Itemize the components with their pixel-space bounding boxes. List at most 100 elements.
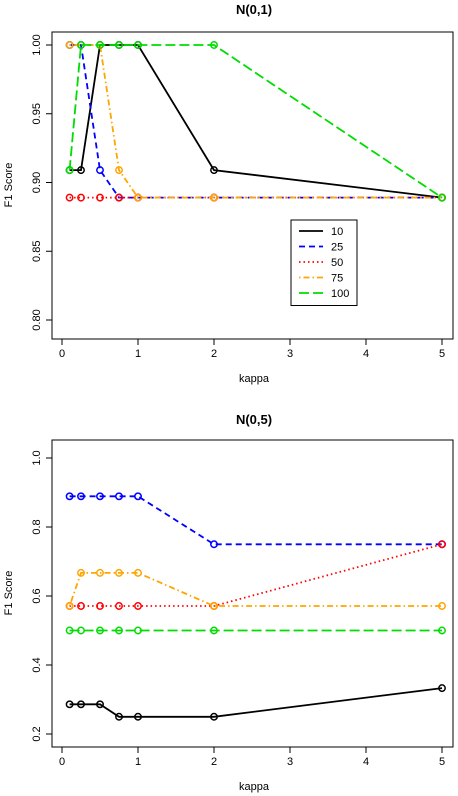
y-tick-label: 0.85	[31, 241, 43, 262]
data-point	[115, 41, 123, 49]
legend-label: 75	[331, 273, 343, 285]
data-point	[115, 602, 123, 610]
legend: 10 25 50 75 100	[290, 219, 358, 306]
series-line	[69, 44, 442, 199]
series-0	[65, 41, 446, 202]
data-point	[438, 602, 446, 610]
series-4	[65, 41, 446, 202]
data-point	[438, 626, 446, 635]
data-point	[210, 602, 218, 610]
data-point	[77, 626, 85, 635]
data-point	[96, 700, 104, 709]
data-point	[134, 193, 142, 202]
data-point	[77, 700, 85, 709]
legend-label: 10	[331, 226, 343, 238]
x-axis: 0 1 2 3 4 5	[59, 339, 445, 360]
data-point	[438, 193, 446, 202]
data-point	[77, 602, 85, 610]
data-point	[96, 41, 104, 49]
series-layer	[65, 492, 446, 721]
x-tick-label: 1	[135, 348, 141, 360]
data-point	[65, 492, 74, 501]
data-point	[210, 540, 218, 549]
x-tick-label: 0	[59, 348, 65, 360]
series-layer	[65, 41, 446, 202]
x-tick-label: 3	[287, 348, 293, 360]
y-tick-label: 0.90	[31, 172, 43, 193]
data-point	[65, 41, 74, 49]
data-point	[134, 626, 142, 635]
data-point	[96, 492, 104, 501]
data-point	[210, 712, 218, 721]
data-point	[134, 492, 142, 501]
data-point	[96, 193, 104, 202]
series-line	[69, 687, 443, 718]
y-tick-label: 0.2	[31, 726, 43, 741]
x-axis: 0 1 2 3 4 5	[59, 747, 445, 768]
data-point	[96, 626, 104, 635]
series-line	[68, 44, 443, 199]
data-point	[77, 166, 85, 175]
x-axis-label: kappa	[239, 781, 270, 793]
legend-label: 25	[331, 242, 343, 254]
x-tick-label: 4	[363, 348, 369, 360]
data-point	[115, 568, 123, 577]
data-point	[65, 166, 74, 175]
series-1	[65, 41, 446, 202]
data-point	[65, 193, 74, 202]
x-tick-label: 2	[211, 348, 217, 360]
series-3	[65, 568, 446, 610]
data-point	[77, 568, 85, 577]
data-point	[115, 166, 123, 175]
data-point	[65, 602, 74, 610]
data-point	[134, 568, 142, 577]
y-tick-label: 1.00	[31, 34, 43, 55]
chart-panel-n01: N(0,1) 0 1 2 3 4 5 0.80 0.85 0.90 0.95 1.00 kappa…	[3, 2, 454, 385]
series-line	[69, 543, 443, 607]
y-tick-label: 0.80	[31, 309, 43, 330]
chart-panel-n05: N(0,5) 0 1 2 3 4 5 0.2 0.4 0.6 0.8 1.0 kappa F1 S…	[3, 412, 454, 793]
data-point	[210, 41, 218, 49]
data-point	[77, 492, 85, 501]
y-tick-label: 0.95	[31, 103, 43, 124]
series-3	[65, 41, 446, 202]
x-tick-label: 5	[439, 348, 445, 360]
x-tick-label: 5	[439, 756, 445, 768]
y-tick-label: 1.0	[31, 450, 43, 465]
data-point	[65, 700, 74, 709]
data-point	[210, 626, 218, 635]
y-axis: 0.2 0.4 0.6 0.8 1.0	[31, 450, 52, 742]
x-tick-label: 3	[287, 756, 293, 768]
x-axis-label: kappa	[239, 373, 270, 385]
y-axis: 0.80 0.85 0.90 0.95 1.00	[31, 34, 52, 331]
series-0	[65, 684, 446, 721]
y-tick-label: 0.8	[31, 519, 43, 534]
y-axis-label: F1 Score	[3, 163, 15, 208]
series-line	[69, 44, 442, 199]
x-tick-label: 0	[59, 756, 65, 768]
legend-box	[290, 219, 358, 306]
y-tick-label: 0.4	[31, 657, 43, 672]
series-4	[65, 626, 446, 635]
series-1	[65, 492, 446, 549]
x-tick-label: 1	[135, 756, 141, 768]
data-point	[134, 41, 142, 49]
series-line	[69, 44, 443, 199]
chart-title: N(0,5)	[236, 412, 272, 427]
data-point	[210, 193, 218, 202]
series-line	[68, 572, 442, 607]
legend-label: 100	[331, 288, 349, 300]
data-point	[77, 41, 85, 49]
data-point	[134, 602, 142, 610]
x-tick-label: 4	[363, 756, 369, 768]
y-axis-label: F1 Score	[3, 571, 15, 616]
series-line	[69, 495, 442, 546]
series-2	[65, 540, 446, 610]
data-point	[65, 626, 74, 635]
data-point	[115, 712, 123, 721]
data-point	[96, 602, 104, 610]
chart-title: N(0,1)	[236, 2, 272, 17]
data-point	[210, 166, 218, 175]
data-point	[438, 684, 446, 693]
